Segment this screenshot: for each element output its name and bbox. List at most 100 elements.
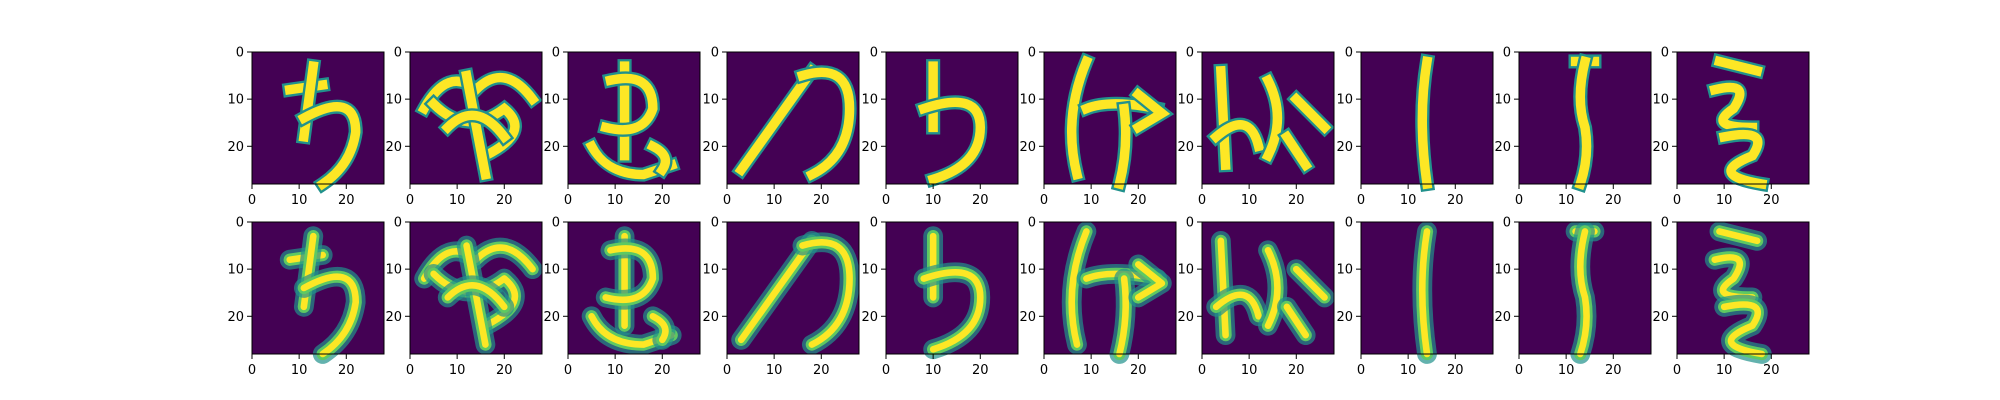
y-tick-label: 20 [543, 310, 560, 325]
y-tick-label: 10 [1177, 93, 1194, 108]
x-tick-label: 10 [1716, 363, 1733, 378]
x-tick-label: 0 [248, 363, 256, 378]
x-tick-label: 0 [882, 363, 890, 378]
stroke [585, 139, 678, 180]
image-panel-reconstruction-9: 0 10 20 0 10 20 [1494, 216, 1652, 378]
glyph-strokes [414, 235, 543, 355]
y-tick-label: 20 [1019, 140, 1036, 155]
y-tick-label: 20 [861, 140, 878, 155]
y-tick-label: 0 [1186, 216, 1194, 231]
glyph-strokes [1704, 221, 1772, 364]
x-tick-label: 10 [1558, 363, 1575, 378]
x-tick-label: 20 [1130, 193, 1147, 208]
x-tick-label: 10 [925, 363, 942, 378]
x-tick-label: 10 [449, 363, 466, 378]
x-tick-label: 0 [248, 193, 256, 208]
image-panel-reconstruction-6: 0 10 20 0 10 20 [1019, 216, 1177, 378]
x-tick-label: 0 [1040, 193, 1048, 208]
y-tick-label: 20 [227, 310, 244, 325]
stroke-core [1576, 228, 1590, 358]
y-tick-label: 20 [702, 140, 719, 155]
x-tick-label: 20 [1605, 363, 1622, 378]
x-tick-label: 0 [1515, 193, 1523, 208]
y-tick-label: 20 [385, 140, 402, 155]
image-panel-reconstruction-5: 0 10 20 0 10 20 [861, 216, 1019, 378]
x-tick-label: 20 [1447, 193, 1464, 208]
y-tick-label: 20 [1019, 310, 1036, 325]
image-panel-original-1: 0 10 20 0 10 20 [227, 46, 385, 208]
x-tick-label: 20 [1763, 193, 1780, 208]
x-tick-label: 20 [654, 193, 671, 208]
x-tick-label: 20 [654, 363, 671, 378]
glyph-strokes [1565, 221, 1605, 364]
y-tick-label: 10 [543, 93, 560, 108]
y-tick-label: 0 [394, 216, 402, 231]
x-tick-label: 10 [1241, 363, 1258, 378]
y-tick-label: 0 [1661, 216, 1669, 231]
y-tick-label: 0 [1186, 46, 1194, 61]
x-tick-label: 20 [1288, 193, 1305, 208]
image-panel-reconstruction-2: 0 10 20 0 10 20 [385, 216, 543, 378]
stroke-core [1116, 275, 1130, 358]
stroke [1215, 65, 1231, 171]
y-tick-label: 10 [702, 93, 719, 108]
x-tick-label: 10 [1083, 193, 1100, 208]
image-panel-reconstruction-10: 0 10 20 0 10 20 [1652, 216, 1810, 378]
stroke-core [588, 312, 676, 348]
stroke-core [300, 273, 360, 358]
y-tick-label: 20 [1494, 310, 1511, 325]
x-tick-label: 0 [406, 363, 414, 378]
stroke [1131, 87, 1171, 134]
y-tick-label: 20 [1652, 140, 1669, 155]
x-tick-label: 20 [1763, 363, 1780, 378]
x-tick-label: 10 [291, 363, 308, 378]
y-tick-label: 10 [861, 263, 878, 278]
glyph-strokes [914, 59, 988, 189]
stroke-core [1283, 303, 1310, 339]
stroke-core [649, 312, 669, 344]
y-tick-label: 10 [702, 263, 719, 278]
x-tick-label: 10 [1400, 193, 1417, 208]
glyph-strokes [279, 226, 366, 364]
glyph-strokes [414, 67, 543, 183]
x-tick-label: 20 [972, 193, 989, 208]
y-tick-label: 0 [1661, 46, 1669, 61]
y-tick-label: 20 [543, 140, 560, 155]
glyph-strokes [1415, 53, 1436, 192]
stroke [297, 101, 361, 191]
stroke-core [920, 269, 984, 353]
y-tick-label: 10 [385, 263, 402, 278]
x-tick-label: 0 [1515, 363, 1523, 378]
x-tick-label: 0 [723, 363, 731, 378]
image-panel-reconstruction-7: 0 10 20 0 10 20 [1177, 216, 1335, 378]
x-tick-label: 10 [925, 193, 942, 208]
y-tick-label: 0 [870, 216, 878, 231]
stroke [1708, 82, 1758, 133]
glyph-strokes [1706, 52, 1770, 193]
stroke-core [1418, 228, 1431, 358]
y-tick-label: 20 [861, 310, 878, 325]
y-tick-label: 0 [1028, 216, 1036, 231]
y-tick-label: 0 [1345, 216, 1353, 231]
stroke [1718, 129, 1768, 190]
x-tick-label: 10 [1716, 193, 1733, 208]
glyph-strokes [1206, 230, 1335, 346]
y-tick-label: 10 [1336, 93, 1353, 108]
x-tick-label: 0 [564, 193, 572, 208]
image-panel-original-4: 0 10 20 0 10 20 [702, 46, 860, 208]
image-panel-original-2: 0 10 20 0 10 20 [385, 46, 543, 208]
x-tick-label: 20 [1130, 363, 1147, 378]
y-tick-label: 0 [711, 216, 719, 231]
x-tick-label: 20 [1288, 363, 1305, 378]
axes-frame [567, 221, 701, 355]
stroke [1417, 56, 1433, 190]
stroke-core [1292, 265, 1328, 301]
y-tick-label: 0 [236, 216, 244, 231]
y-tick-label: 10 [227, 263, 244, 278]
axes-frame [1360, 51, 1494, 185]
x-tick-label: 20 [1447, 363, 1464, 378]
y-tick-label: 0 [870, 46, 878, 61]
stroke [1574, 55, 1592, 190]
stroke [441, 110, 511, 144]
